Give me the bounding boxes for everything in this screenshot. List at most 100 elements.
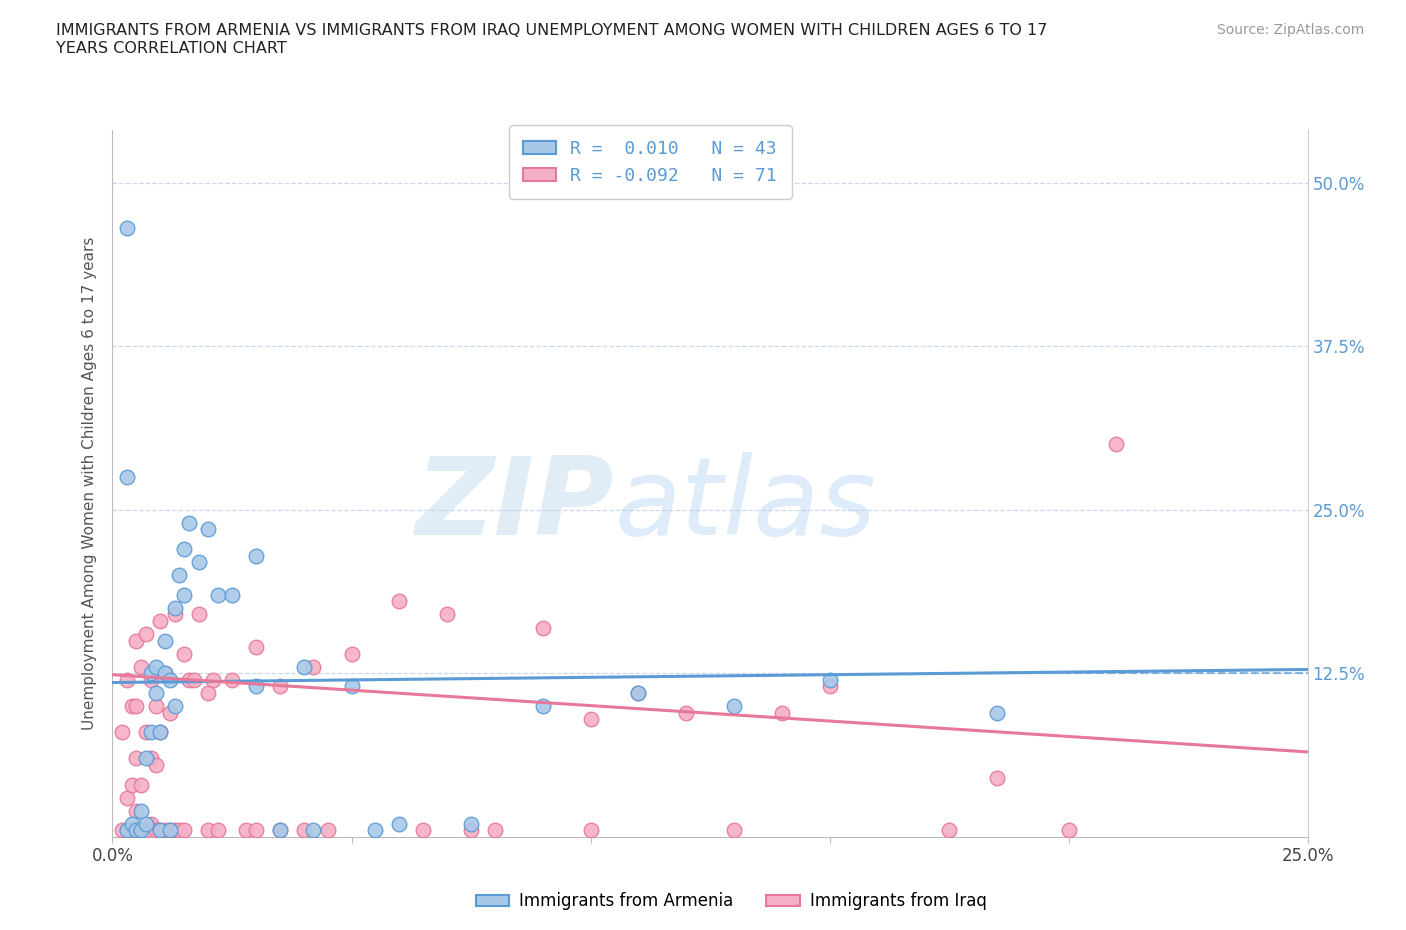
- Point: [139, 817, 162, 831]
- Point: [986, 771, 1008, 786]
- Point: [1105, 437, 1128, 452]
- Point: [364, 823, 387, 838]
- Point: [115, 470, 138, 485]
- Text: IMMIGRANTS FROM ARMENIA VS IMMIGRANTS FROM IRAQ UNEMPLOYMENT AMONG WOMEN WITH CH: IMMIGRANTS FROM ARMENIA VS IMMIGRANTS FR…: [56, 23, 1047, 56]
- Point: [531, 698, 554, 713]
- Point: [818, 679, 841, 694]
- Point: [115, 672, 138, 687]
- Point: [163, 601, 186, 616]
- Point: [245, 640, 267, 655]
- Point: [235, 823, 257, 838]
- Point: [245, 679, 267, 694]
- Point: [163, 607, 186, 622]
- Point: [245, 548, 267, 563]
- Point: [340, 679, 363, 694]
- Point: [269, 823, 291, 838]
- Point: [269, 823, 291, 838]
- Text: Source: ZipAtlas.com: Source: ZipAtlas.com: [1216, 23, 1364, 37]
- Point: [115, 823, 138, 838]
- Text: atlas: atlas: [614, 452, 876, 557]
- Point: [125, 698, 148, 713]
- Point: [302, 823, 325, 838]
- Point: [436, 607, 458, 622]
- Point: [316, 823, 339, 838]
- Point: [197, 823, 219, 838]
- Point: [269, 679, 291, 694]
- Point: [187, 607, 209, 622]
- Point: [723, 698, 745, 713]
- Point: [153, 666, 176, 681]
- Point: [197, 522, 219, 537]
- Point: [207, 588, 229, 603]
- Point: [145, 685, 167, 700]
- Point: [121, 698, 143, 713]
- Point: [121, 777, 143, 792]
- Point: [149, 823, 172, 838]
- Point: [111, 724, 134, 739]
- Point: [135, 823, 157, 838]
- Point: [938, 823, 960, 838]
- Point: [135, 817, 157, 831]
- Point: [173, 823, 195, 838]
- Point: [221, 672, 243, 687]
- Point: [201, 672, 224, 687]
- Point: [129, 804, 152, 818]
- Point: [1057, 823, 1080, 838]
- Legend: Immigrants from Armenia, Immigrants from Iraq: Immigrants from Armenia, Immigrants from…: [468, 885, 994, 917]
- Text: ZIP: ZIP: [416, 452, 614, 558]
- Point: [149, 823, 172, 838]
- Point: [139, 751, 162, 766]
- Point: [125, 804, 148, 818]
- Point: [139, 672, 162, 687]
- Point: [388, 594, 411, 609]
- Point: [173, 588, 195, 603]
- Point: [292, 659, 315, 674]
- Point: [159, 705, 181, 720]
- Point: [135, 751, 157, 766]
- Point: [177, 515, 200, 530]
- Point: [139, 724, 162, 739]
- Point: [145, 659, 167, 674]
- Point: [173, 541, 195, 556]
- Point: [173, 646, 195, 661]
- Point: [153, 633, 176, 648]
- Point: [159, 823, 181, 838]
- Point: [135, 724, 157, 739]
- Point: [129, 777, 152, 792]
- Point: [723, 823, 745, 838]
- Point: [135, 627, 157, 642]
- Legend: R =  0.010   N = 43, R = -0.092   N = 71: R = 0.010 N = 43, R = -0.092 N = 71: [509, 126, 792, 199]
- Point: [153, 823, 176, 838]
- Point: [412, 823, 434, 838]
- Point: [115, 221, 138, 236]
- Point: [531, 620, 554, 635]
- Point: [149, 614, 172, 629]
- Point: [125, 633, 148, 648]
- Point: [115, 790, 138, 805]
- Point: [111, 823, 134, 838]
- Point: [145, 698, 167, 713]
- Point: [986, 705, 1008, 720]
- Point: [292, 823, 315, 838]
- Point: [159, 672, 181, 687]
- Point: [145, 758, 167, 773]
- Point: [163, 823, 186, 838]
- Point: [177, 672, 200, 687]
- Point: [149, 724, 172, 739]
- Point: [129, 823, 152, 838]
- Point: [169, 823, 191, 838]
- Point: [245, 823, 267, 838]
- Point: [139, 666, 162, 681]
- Point: [145, 823, 167, 838]
- Point: [197, 685, 219, 700]
- Point: [121, 823, 143, 838]
- Point: [149, 724, 172, 739]
- Point: [207, 823, 229, 838]
- Point: [818, 672, 841, 687]
- Point: [125, 751, 148, 766]
- Point: [159, 823, 181, 838]
- Point: [183, 672, 205, 687]
- Y-axis label: Unemployment Among Women with Children Ages 6 to 17 years: Unemployment Among Women with Children A…: [82, 237, 97, 730]
- Point: [627, 685, 650, 700]
- Point: [121, 817, 143, 831]
